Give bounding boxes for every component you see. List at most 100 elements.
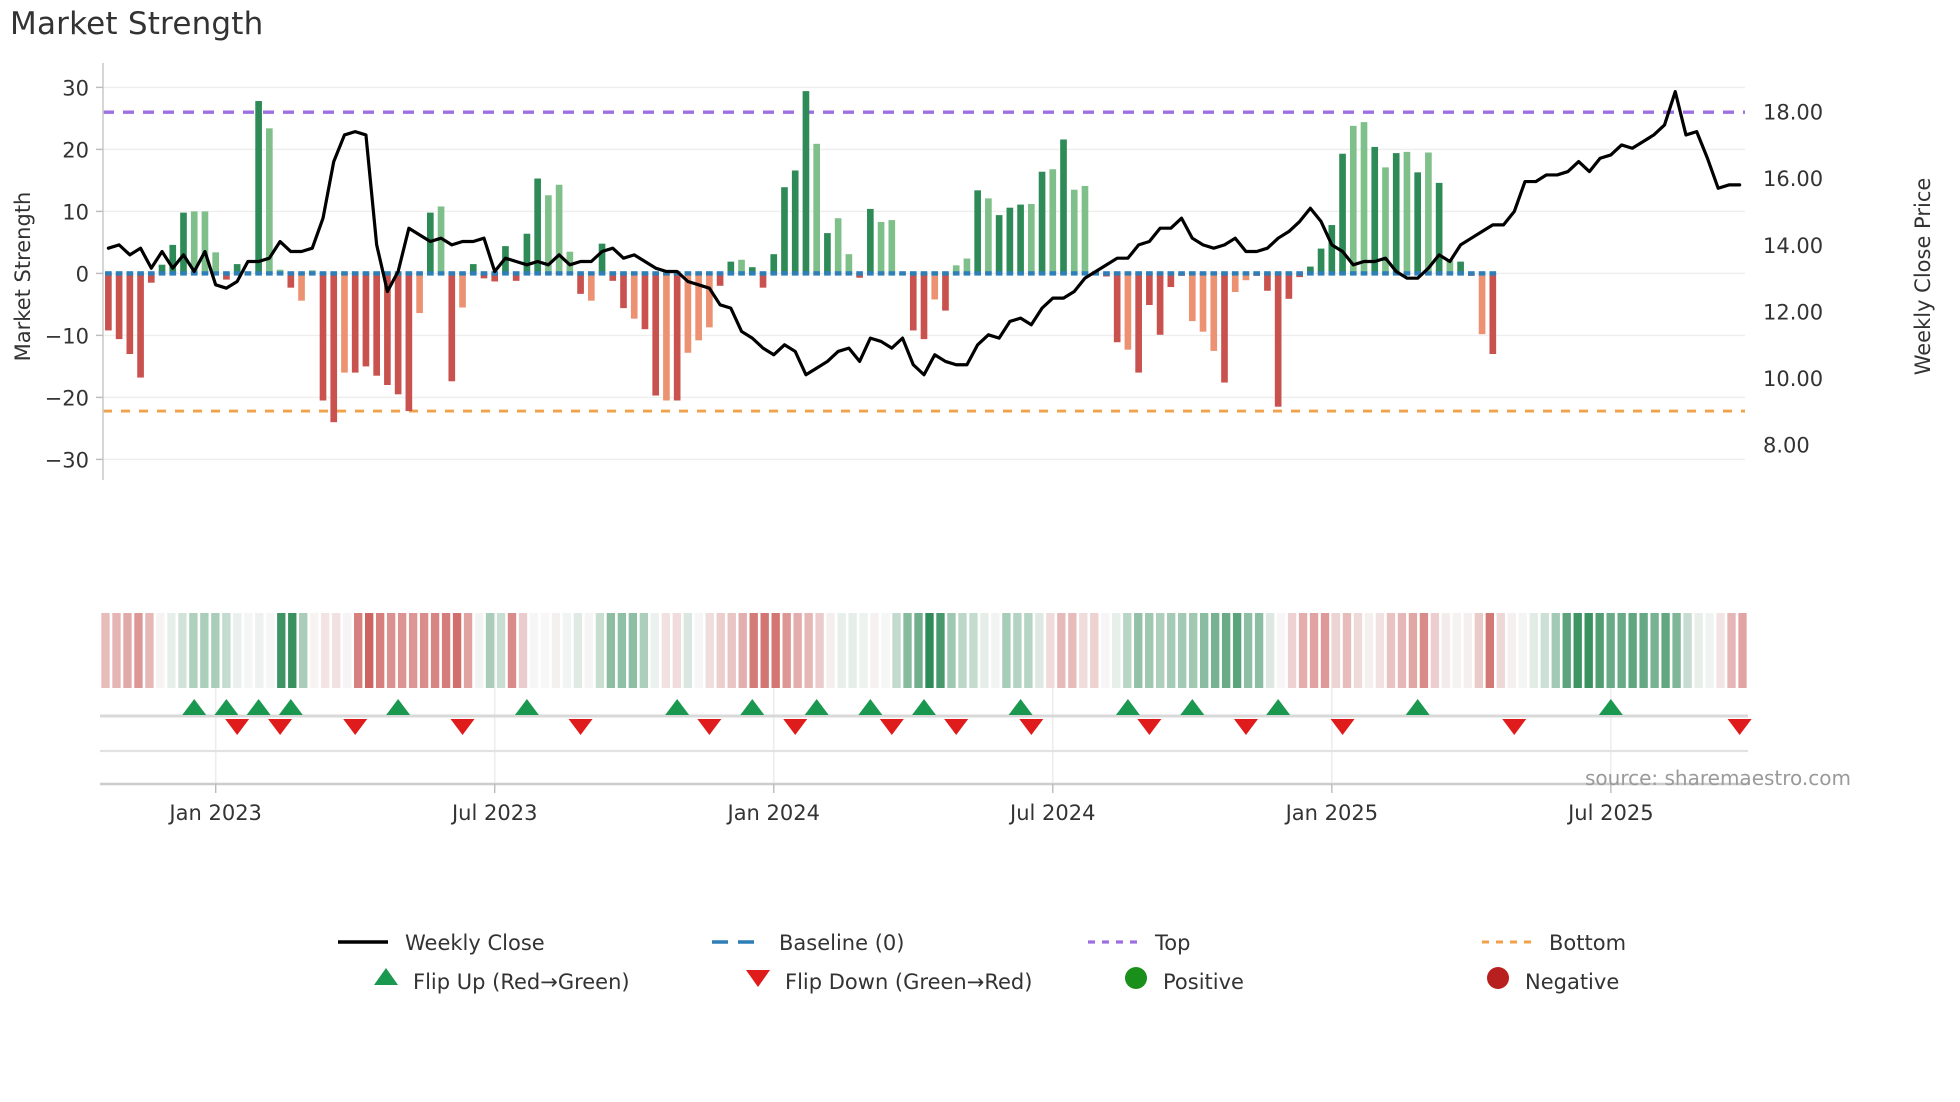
- strength-bar: [1221, 273, 1228, 383]
- strength-bar: [319, 273, 327, 401]
- left-axis-tick-label: −10: [45, 324, 89, 348]
- heatmap-cell: [1529, 613, 1538, 688]
- heatmap-cell: [551, 613, 561, 688]
- strength-bar: [534, 178, 541, 274]
- heatmap-cell: [1430, 613, 1440, 688]
- heatmap-cell: [1705, 613, 1714, 688]
- legend-item[interactable]: Positive: [1125, 967, 1244, 994]
- legend-item[interactable]: Negative: [1487, 967, 1619, 994]
- heatmap-cell: [650, 613, 660, 688]
- heatmap-cell: [343, 613, 352, 688]
- strength-bar: [298, 273, 305, 301]
- strength-bar: [1070, 189, 1078, 274]
- source-attribution: source: sharemaestro.com: [1585, 766, 1851, 790]
- weekly-close-line-layer: [106, 90, 1742, 377]
- heatmap-cell: [452, 613, 462, 688]
- heatmap-cell: [1342, 613, 1352, 688]
- heatmap-cell: [354, 613, 363, 688]
- strength-bar: [909, 273, 917, 331]
- flip-down-marker: [343, 719, 368, 735]
- strength-bar: [587, 273, 595, 301]
- flip-down-marker: [450, 719, 475, 735]
- heatmap-cell: [364, 613, 374, 688]
- strength-bar: [330, 273, 338, 423]
- strength-bar: [1049, 169, 1057, 274]
- strength-bar: [1060, 139, 1067, 274]
- flip-up-marker: [1598, 699, 1623, 715]
- flip-down-marker: [1233, 719, 1258, 735]
- heatmap-cell: [112, 613, 121, 688]
- strength-bar: [620, 273, 627, 309]
- heatmap-cell: [375, 613, 385, 688]
- strength-bar: [233, 264, 241, 274]
- strength-bar: [963, 258, 971, 274]
- flip-up-marker: [278, 699, 303, 715]
- heatmap-cell: [1738, 613, 1747, 688]
- legend-item[interactable]: Baseline (0): [779, 931, 904, 955]
- heatmap-cell: [661, 613, 670, 688]
- legend-item[interactable]: Top: [1154, 931, 1190, 955]
- strength-bar: [920, 273, 928, 340]
- heatmap-cell: [1265, 613, 1275, 688]
- strength-bar: [663, 273, 670, 401]
- heatmap-cell: [848, 613, 857, 688]
- strength-bar: [555, 184, 563, 274]
- strength-bar: [566, 251, 574, 274]
- heatmap-cell: [1046, 613, 1055, 688]
- heatmap-cell: [1068, 613, 1077, 688]
- strength-bar: [351, 273, 359, 373]
- heatmap-cell: [793, 613, 802, 688]
- heatmap-cell: [1024, 613, 1033, 688]
- flip-markers-layer: [100, 699, 1752, 735]
- strength-bar: [1403, 151, 1411, 274]
- strength-bar: [459, 273, 466, 308]
- heatmap-cell: [1694, 613, 1703, 688]
- left-axis-tick-label: 0: [76, 262, 89, 286]
- strength-bar: [1167, 273, 1175, 288]
- legend-label: Flip Down (Green→Red): [785, 970, 1032, 994]
- heatmap-cell: [123, 613, 132, 688]
- heatmap-cell: [408, 613, 418, 688]
- heatmap-cell: [441, 613, 451, 688]
- strength-bar: [223, 273, 230, 280]
- heatmap-cell: [145, 613, 154, 688]
- heatmap-cell: [167, 613, 176, 688]
- heatmap-cell: [573, 613, 583, 688]
- strength-bar: [1285, 273, 1293, 299]
- strength-bar: [1457, 261, 1464, 274]
- legend-layer: Weekly Close Baseline (0) Top Bottom Flip Up…: [338, 931, 1626, 994]
- strength-bar: [1307, 266, 1314, 274]
- strength-bar: [748, 267, 756, 274]
- flip-down-marker: [1502, 719, 1527, 735]
- heatmap-cell: [1507, 613, 1516, 688]
- legend-item[interactable]: Bottom: [1549, 931, 1626, 955]
- heatmap-cell: [760, 613, 769, 688]
- heatmap-cell: [1090, 613, 1099, 688]
- strength-bar: [491, 273, 499, 282]
- strength-bar: [877, 221, 885, 274]
- strength-bar: [180, 212, 187, 274]
- reference-lines-layer: [103, 110, 1745, 413]
- heatmap-cell: [617, 613, 627, 688]
- heatmap-cell: [1167, 613, 1176, 688]
- legend-label: Top: [1154, 931, 1190, 955]
- strength-bar: [1006, 207, 1014, 274]
- legend-item[interactable]: Flip Down (Green→Red): [746, 970, 1032, 994]
- legend-label: Positive: [1163, 970, 1244, 994]
- heatmap-cell: [463, 613, 473, 688]
- heatmap-cell: [1408, 613, 1418, 688]
- strength-bar: [598, 243, 606, 274]
- x-axis-tick-label: Jul 2024: [1008, 801, 1095, 825]
- flip-down-marker: [568, 719, 593, 735]
- legend-item[interactable]: Weekly Close: [405, 931, 545, 955]
- heatmap-cell: [529, 613, 539, 688]
- strength-bar: [469, 264, 477, 274]
- legend-label: Bottom: [1549, 931, 1626, 955]
- flip-up-marker: [665, 699, 690, 715]
- strength-bar: [1081, 185, 1089, 274]
- legend-item[interactable]: Flip Up (Red→Green): [374, 968, 630, 994]
- heatmap-cell: [1199, 613, 1209, 688]
- heatmap-cell: [1057, 613, 1066, 688]
- strength-bar: [115, 273, 123, 340]
